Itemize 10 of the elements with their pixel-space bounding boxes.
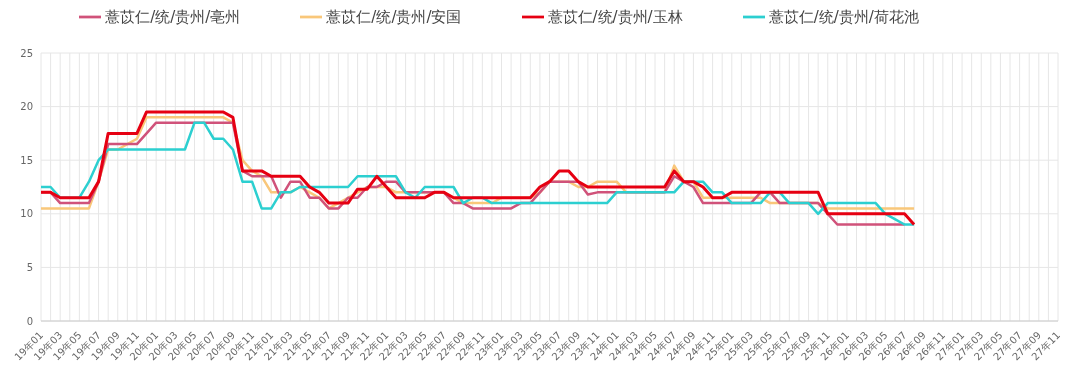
legend-label: 薏苡仁/统/贵州/亳州 xyxy=(105,7,241,26)
y-tick-label: 25 xyxy=(20,47,33,59)
legend-label: 薏苡仁/统/贵州/荷花池 xyxy=(768,7,919,26)
y-tick-label: 20 xyxy=(20,101,33,113)
y-tick-label: 10 xyxy=(20,208,33,220)
y-tick-label: 0 xyxy=(26,315,33,327)
legend-label: 薏苡仁/统/贵州/安国 xyxy=(326,7,462,26)
y-tick-label: 5 xyxy=(26,261,33,273)
legend-label: 薏苡仁/统/贵州/玉林 xyxy=(547,7,683,26)
y-tick-label: 15 xyxy=(20,154,33,166)
